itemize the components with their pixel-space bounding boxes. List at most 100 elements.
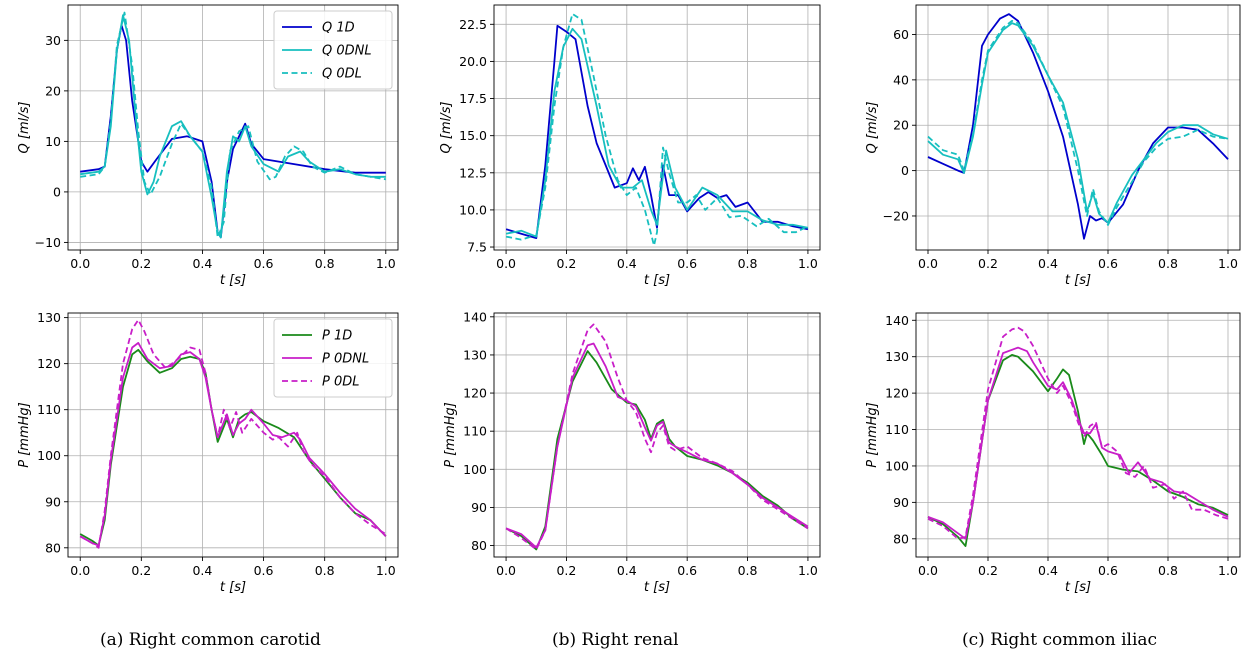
panel-iliac-pressure: 0.0 0.2 0.4 0.6 0.8 1.0 80 90 100 110 120 130 140 t […	[865, 312, 1241, 595]
x-tick-label: 0.2	[556, 256, 576, 271]
legend-label: Q 0DNL	[322, 44, 372, 59]
y-axis-label: P [mmHg]	[17, 402, 32, 467]
y-axis-label: Q [ml/s]	[17, 102, 32, 154]
series-line-q-0dl	[927, 20, 1229, 226]
y-tick-label: 110	[885, 422, 909, 437]
y-axis-label: P [mmHg]	[443, 402, 458, 467]
y-tick-label: 17.5	[459, 91, 487, 106]
x-tick-label: 1.0	[1218, 563, 1238, 578]
x-tick-label: 0.2	[131, 256, 151, 271]
y-tick-label: −20	[883, 208, 909, 223]
x-tick-label: 0.2	[131, 563, 151, 578]
x-tick-label: 0.0	[70, 256, 90, 271]
plot-frame	[915, 4, 1241, 251]
x-axis-label: t [s]	[220, 273, 246, 288]
y-tick-label: 80	[45, 540, 61, 555]
series-line-p-0dnl	[927, 346, 1229, 540]
series-line-q-0dl	[80, 11, 386, 239]
series-line-p-1d	[505, 350, 809, 551]
x-axis-label: t [s]	[220, 580, 246, 595]
plot-frame	[493, 4, 821, 251]
y-tick-label: 0	[901, 163, 909, 178]
x-tick-label: 0.0	[70, 563, 90, 578]
y-tick-label: 90	[471, 500, 487, 515]
x-tick-label: 0.6	[254, 563, 274, 578]
x-axis-label: t [s]	[1065, 580, 1091, 595]
legend-box	[273, 318, 393, 398]
x-tick-label: 0.0	[918, 256, 938, 271]
series-line-p-0dnl	[505, 342, 809, 549]
y-tick-label: 130	[37, 310, 61, 325]
series-line-q-1d	[505, 24, 809, 239]
x-tick-label: 0.4	[192, 256, 212, 271]
y-tick-label: 80	[893, 531, 909, 546]
x-tick-label: 0.4	[1038, 563, 1058, 578]
panel-iliac-flow: 0.0 0.2 0.4 0.6 0.8 1.0 −20 0 20 40 60 t [s] Q [ml/s…	[865, 4, 1241, 288]
x-tick-label: 1.0	[376, 256, 396, 271]
legend-label: Q 1D	[322, 21, 355, 36]
caption-c: (c) Right common iliac	[962, 630, 1158, 650]
y-tick-label: 140	[463, 309, 487, 324]
y-tick-label: 90	[893, 495, 909, 510]
plot-frame	[493, 312, 821, 558]
x-tick-label: 0.6	[1098, 563, 1118, 578]
y-tick-label: 7.5	[467, 240, 487, 255]
x-tick-label: 0.0	[496, 256, 516, 271]
y-tick-label: −10	[35, 235, 61, 250]
x-axis-label: t [s]	[644, 273, 670, 288]
y-tick-label: 60	[893, 27, 909, 42]
panel-renal-flow: 0.0 0.2 0.4 0.6 0.8 1.0 7.5 10.0 12.5 15.0 17.5 20.…	[439, 4, 821, 288]
y-tick-label: 10	[45, 134, 61, 149]
series-line-q-0dl	[505, 13, 809, 247]
x-tick-label: 0.8	[1158, 563, 1178, 578]
y-tick-label: 120	[463, 386, 487, 401]
y-tick-label: 10.0	[459, 202, 487, 217]
y-axis-label: Q [ml/s]	[439, 102, 454, 154]
y-tick-label: 90	[45, 494, 61, 509]
panel-renal-pressure: 0.0 0.2 0.4 0.6 0.8 1.0 80 90 100 110 120 130 140 t […	[443, 309, 821, 595]
x-tick-label: 0.2	[978, 563, 998, 578]
y-tick-label: 0	[53, 184, 61, 199]
y-tick-label: 20.0	[459, 54, 487, 69]
legend-label: Q 0DL	[322, 67, 362, 82]
y-tick-label: 30	[45, 33, 61, 48]
y-tick-label: 100	[37, 448, 61, 463]
x-tick-label: 1.0	[798, 563, 818, 578]
caption-b: (b) Right renal	[552, 630, 679, 650]
x-tick-label: 0.8	[315, 256, 335, 271]
y-tick-label: 20	[45, 83, 61, 98]
plot-frame	[915, 312, 1241, 558]
series-line-p-0dl	[505, 323, 809, 551]
x-tick-label: 1.0	[1218, 256, 1238, 271]
x-tick-label: 0.2	[556, 563, 576, 578]
y-axis-label: P [mmHg]	[865, 402, 880, 467]
series-line-p-0dl	[79, 319, 387, 549]
y-tick-label: 22.5	[459, 17, 487, 32]
x-tick-label: 0.6	[677, 563, 697, 578]
plot-frame	[67, 312, 399, 558]
panel-carotid-pressure: 0.0 0.2 0.4 0.6 0.8 1.0 80 90 100 110 120 130 t [s] P…	[17, 310, 399, 595]
y-tick-label: 80	[471, 538, 487, 553]
series-line-q-0dnl	[505, 27, 809, 238]
x-axis-label: t [s]	[644, 580, 670, 595]
legend-label: P 0DNL	[322, 352, 369, 367]
x-tick-label: 0.0	[918, 563, 938, 578]
plot-frame	[67, 4, 399, 251]
y-tick-label: 140	[885, 313, 909, 328]
legend-label: P 0DL	[322, 375, 360, 390]
series-line-p-0dl	[927, 326, 1229, 540]
caption-a: (a) Right common carotid	[100, 630, 321, 650]
x-tick-label: 0.8	[315, 563, 335, 578]
y-axis-label: Q [ml/s]	[865, 102, 880, 154]
y-tick-label: 130	[463, 347, 487, 362]
y-tick-label: 12.5	[459, 165, 487, 180]
y-tick-label: 130	[885, 349, 909, 364]
panel-carotid-flow: 0.0 0.2 0.4 0.6 0.8 1.0 −10 0 10 20 30 t [s] Q [ml/s…	[17, 4, 399, 288]
series-line-p-1d	[927, 354, 1229, 547]
x-tick-label: 0.0	[496, 563, 516, 578]
y-tick-label: 110	[37, 402, 61, 417]
x-axis-label: t [s]	[1065, 273, 1091, 288]
x-tick-label: 0.2	[978, 256, 998, 271]
x-tick-label: 0.8	[738, 256, 758, 271]
